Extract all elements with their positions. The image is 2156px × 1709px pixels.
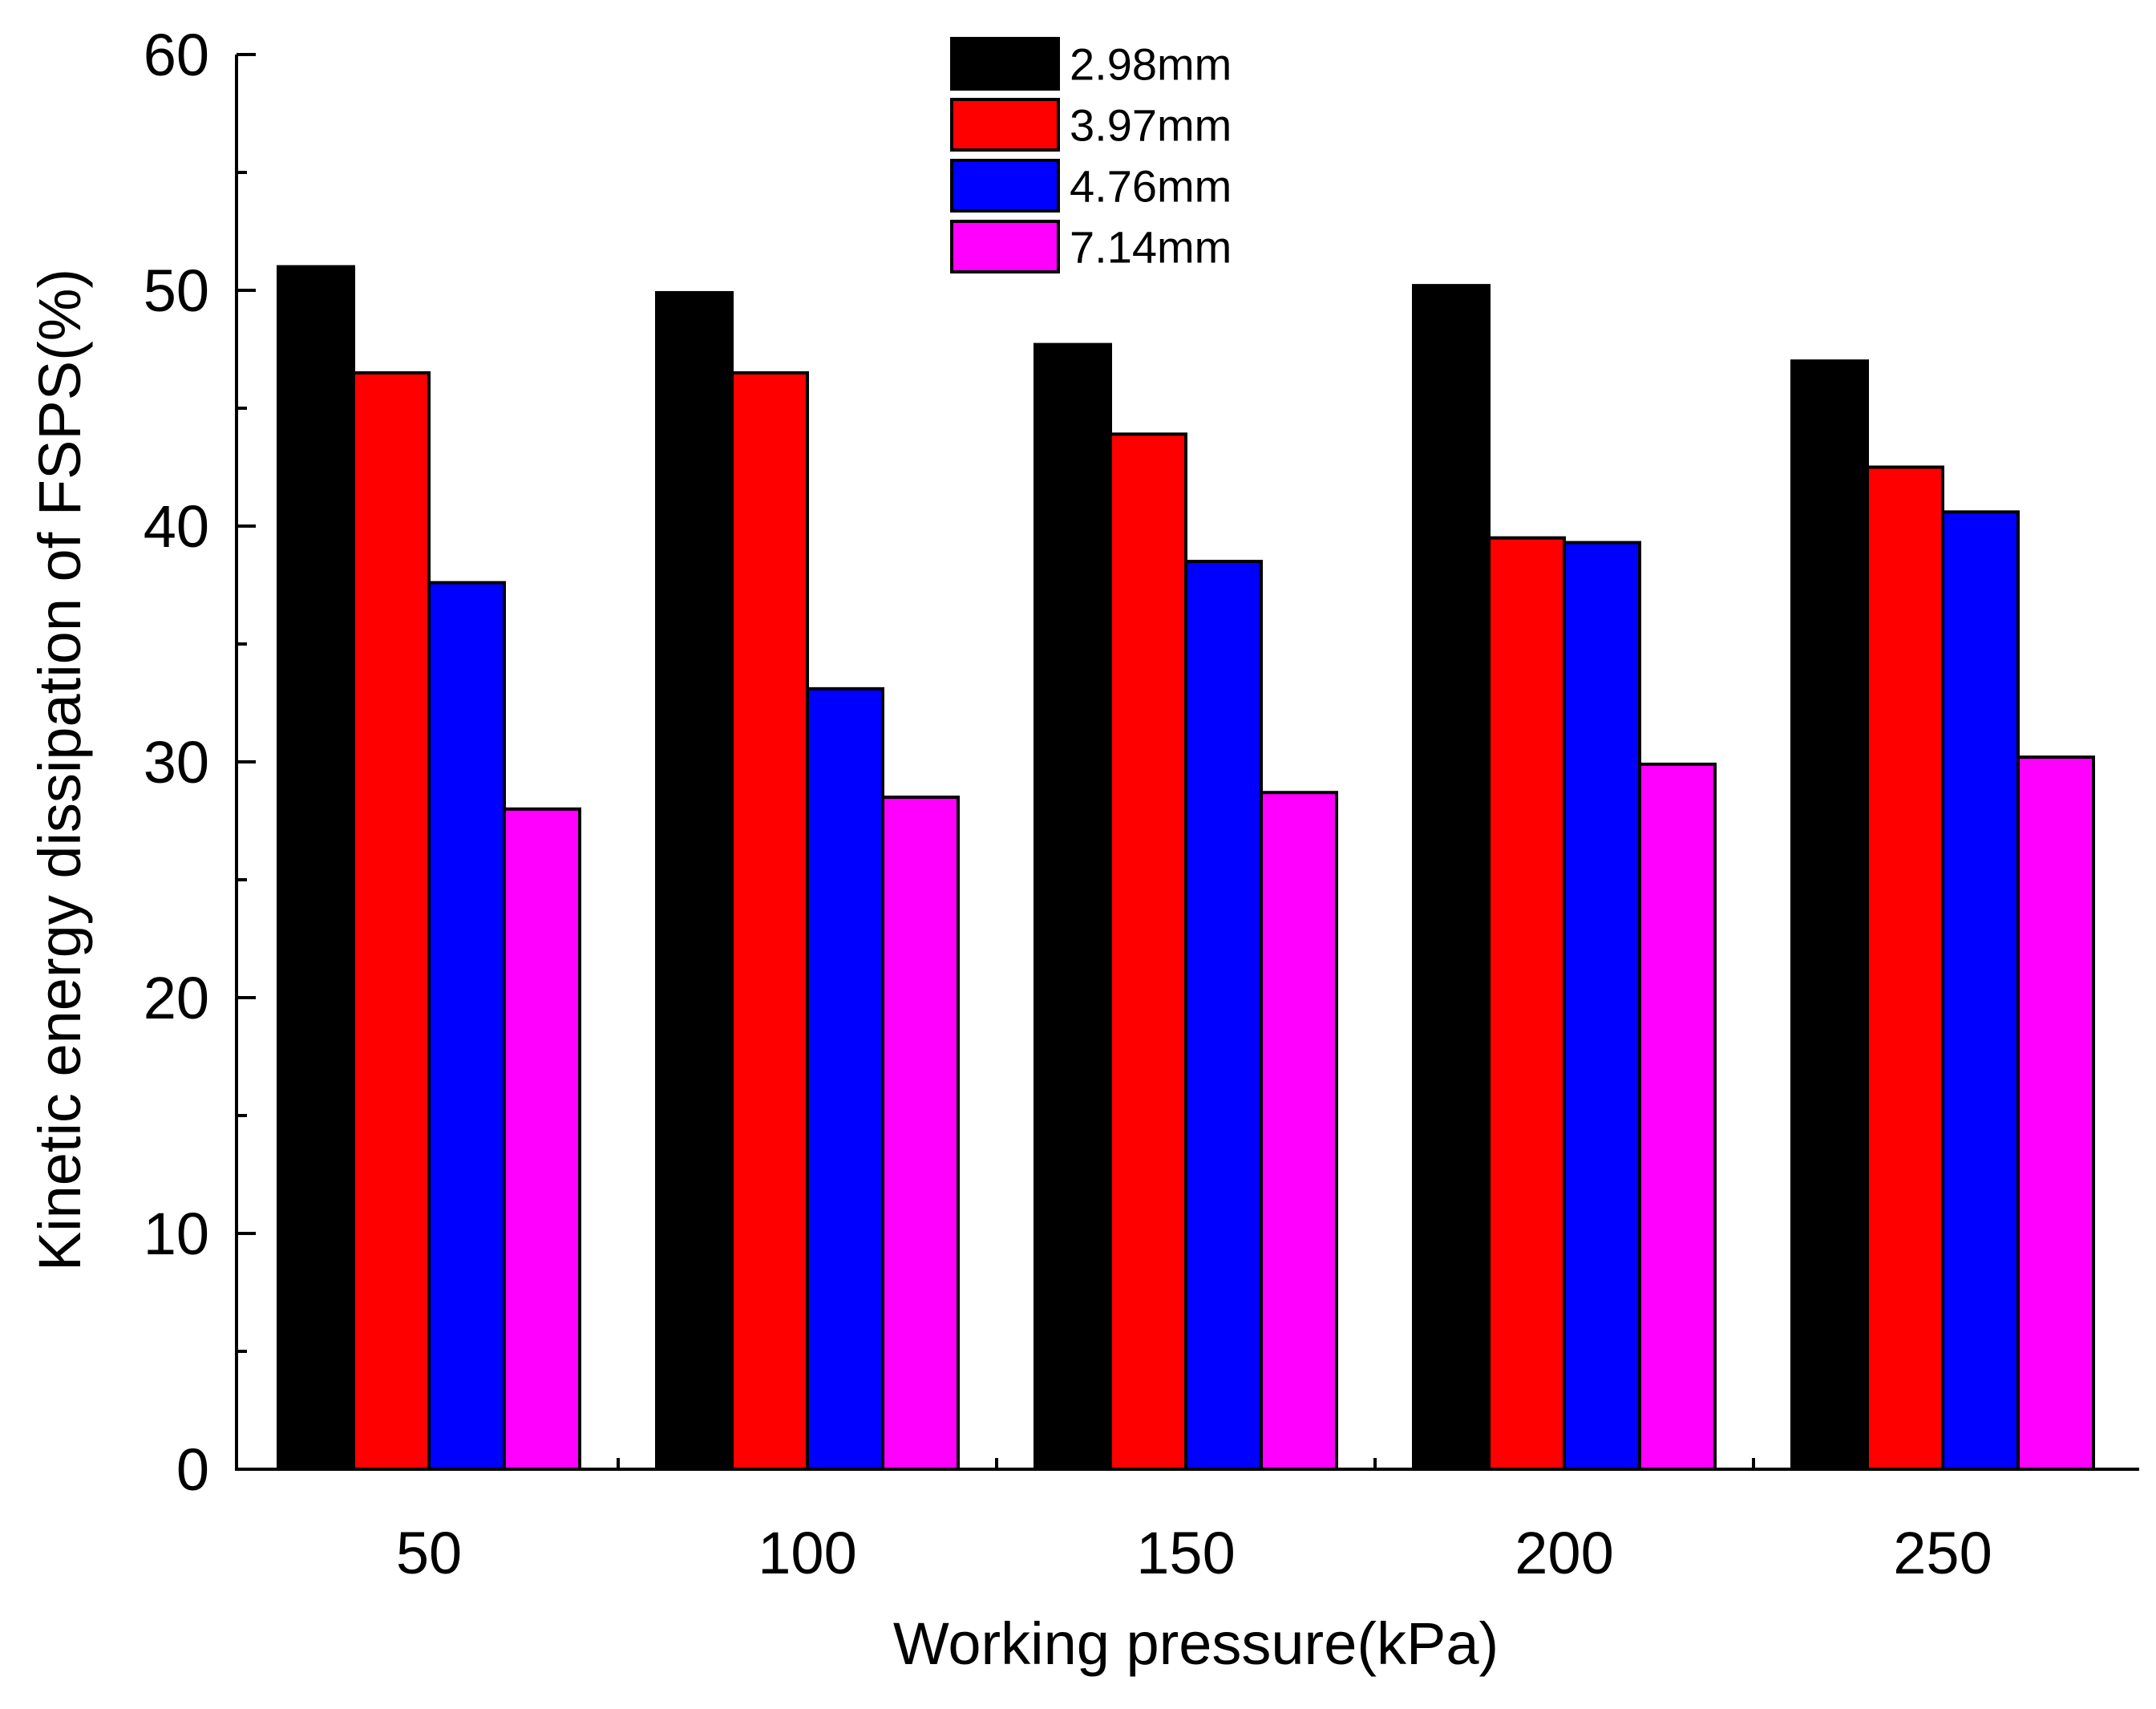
bar-3.97mm-200 <box>1487 536 1566 1472</box>
bar-2.98mm-50 <box>277 265 355 1472</box>
bar-4.76mm-150 <box>1184 560 1263 1471</box>
ticks-layer: 0 10 20 30 40 50 60 50 100 150 200 250 <box>144 22 1992 1586</box>
bar-3.97mm-50 <box>352 371 431 1471</box>
legend-label-3.97mm: 3.97mm <box>1070 100 1232 151</box>
legend-swatch-7.14mm <box>950 220 1060 273</box>
bar-2.98mm-200 <box>1412 284 1491 1471</box>
y-tick-label: 40 <box>144 493 209 560</box>
legend: 2.98mm 3.97mm 4.76mm 7.14mm <box>950 37 1232 273</box>
bar-2.98mm-100 <box>655 290 734 1472</box>
x-tick-label: 50 <box>396 1520 462 1586</box>
bar-2.98mm-250 <box>1790 359 1869 1472</box>
y-axis-title: Kinetic energy dissipation of FSPS(%) <box>26 269 93 1271</box>
bar-7.14mm-200 <box>1638 762 1717 1471</box>
bar-3.97mm-250 <box>1866 465 1944 1471</box>
bar-7.14mm-150 <box>1260 791 1338 1471</box>
legend-label-4.76mm: 4.76mm <box>1070 161 1232 212</box>
x-axis-title: Working pressure(kPa) <box>893 1610 1499 1677</box>
y-tick-label: 60 <box>144 22 209 88</box>
x-tick-label: 200 <box>1515 1520 1613 1586</box>
bar-3.97mm-150 <box>1109 432 1187 1472</box>
y-tick-label: 30 <box>144 729 209 796</box>
bar-3.97mm-100 <box>730 371 809 1471</box>
x-tick-label: 150 <box>1136 1520 1235 1586</box>
bar-2.98mm-150 <box>1034 342 1112 1471</box>
legend-swatch-2.98mm <box>950 37 1060 91</box>
legend-label-2.98mm: 2.98mm <box>1070 39 1232 90</box>
x-tick-label: 250 <box>1893 1520 1992 1586</box>
bar-4.76mm-50 <box>427 581 506 1471</box>
bar-4.76mm-250 <box>1941 510 2020 1471</box>
bars-layer <box>277 265 2095 1472</box>
bar-4.76mm-100 <box>806 686 884 1471</box>
y-tick-label: 0 <box>176 1436 209 1503</box>
legend-label-7.14mm: 7.14mm <box>1070 222 1232 273</box>
y-tick-label: 20 <box>144 965 209 1031</box>
x-tick-label: 100 <box>758 1520 856 1586</box>
legend-swatch-4.76mm <box>950 159 1060 213</box>
legend-swatch-3.97mm <box>950 98 1060 152</box>
y-tick-label: 50 <box>144 257 209 324</box>
y-tick-label: 10 <box>144 1201 209 1267</box>
bar-7.14mm-100 <box>881 796 960 1471</box>
bar-4.76mm-200 <box>1563 541 1641 1472</box>
bar-7.14mm-50 <box>503 807 581 1471</box>
bar-7.14mm-250 <box>2016 755 2095 1471</box>
